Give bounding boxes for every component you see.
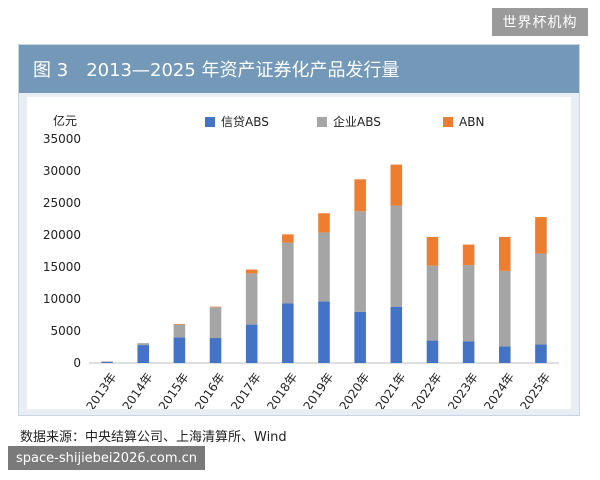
bar-1-4 <box>245 273 258 325</box>
bar-0-12 <box>535 344 547 363</box>
y-tick-label-7: 35000 <box>43 132 81 146</box>
y-tick-label-5: 25000 <box>43 196 81 210</box>
bar-1-7 <box>354 211 366 312</box>
legend-label-1: 企业ABS <box>333 114 381 129</box>
x-tick-label-8: 2021年 <box>373 370 409 409</box>
bar-2-5 <box>282 234 294 243</box>
chart-title-bar: 图 3 2013—2025 年资产证券化产品发行量 <box>19 45 579 93</box>
x-tick-label-7: 2020年 <box>337 370 373 409</box>
bar-1-2 <box>173 324 186 338</box>
figure-label: 图 3 <box>33 60 69 81</box>
bar-1-0 <box>101 361 113 363</box>
y-tick-label-3: 15000 <box>43 260 81 274</box>
y-axis-label: 亿元 <box>53 113 77 128</box>
bar-2-8 <box>390 164 403 206</box>
plot-area: 亿元 信贷ABS 企业ABS ABN 0 5000 10000 15000 20000 25000… <box>27 97 571 413</box>
bar-0-8 <box>390 306 403 363</box>
bar-0-1 <box>137 345 150 363</box>
bar-2-12 <box>535 217 547 254</box>
x-tick-label-9: 2022年 <box>409 370 445 409</box>
y-tick-label-0: 0 <box>73 356 81 370</box>
bar-0-6 <box>318 301 330 363</box>
bar-2-7 <box>354 179 366 212</box>
bar-0-2 <box>173 337 186 363</box>
bar-0-4 <box>245 324 258 363</box>
bar-2-3 <box>209 306 222 308</box>
bar-chart: 亿元 信贷ABS 企业ABS ABN 0 5000 10000 15000 20000 25000… <box>43 113 559 413</box>
legend-swatch-1 <box>317 117 327 127</box>
bar-0-9 <box>426 340 439 363</box>
y-tick-label-6: 30000 <box>43 164 81 178</box>
legend-label-2: ABN <box>459 115 484 129</box>
bar-0-5 <box>282 303 294 363</box>
bar-1-6 <box>318 232 330 302</box>
x-tick-label-5: 2018年 <box>264 370 300 409</box>
brand-badge: 世界杯机构 <box>492 8 588 36</box>
bar-1-11 <box>498 270 511 347</box>
watermark: space-shijiebei2026.com.cn <box>8 446 206 470</box>
x-tick-label-3: 2016年 <box>192 370 228 409</box>
bar-1-5 <box>282 242 294 304</box>
bar-1-9 <box>426 265 439 341</box>
bar-2-9 <box>426 236 439 266</box>
bar-0-7 <box>354 311 366 363</box>
x-tick-label-1: 2014年 <box>120 370 156 409</box>
legend-swatch-0 <box>205 117 215 127</box>
bar-2-4 <box>245 269 258 274</box>
bar-2-11 <box>498 236 511 271</box>
bar-1-3 <box>209 307 222 339</box>
legend-label-0: 信贷ABS <box>221 115 269 129</box>
bar-2-2 <box>173 323 186 325</box>
x-tick-label-12: 2025年 <box>517 370 553 409</box>
x-tick-label-0: 2013年 <box>84 370 120 409</box>
bar-2-6 <box>318 213 330 233</box>
x-tick-label-11: 2024年 <box>481 370 517 409</box>
y-tick-label-4: 20000 <box>43 228 81 242</box>
x-tick-label-10: 2023年 <box>445 370 481 409</box>
bar-2-10 <box>462 244 475 266</box>
bar-0-3 <box>209 338 222 363</box>
chart-title: 2013—2025 年资产证券化产品发行量 <box>86 60 400 81</box>
y-tick-label-1: 5000 <box>50 324 81 338</box>
x-tick-label-6: 2019年 <box>300 370 336 409</box>
x-tick-label-2: 2015年 <box>156 370 192 409</box>
bar-1-1 <box>137 343 150 346</box>
x-tick-label-4: 2017年 <box>228 370 264 409</box>
data-source-note: 数据来源：中央结算公司、上海清算所、Wind <box>20 430 287 445</box>
bar-1-8 <box>390 205 403 307</box>
bar-0-10 <box>462 341 475 363</box>
chart-frame: 图 3 2013—2025 年资产证券化产品发行量 亿元 信贷ABS 企业ABS AB… <box>18 44 580 416</box>
y-tick-label-2: 10000 <box>43 292 81 306</box>
bar-0-11 <box>498 346 511 363</box>
legend-swatch-2 <box>443 117 453 127</box>
bar-1-12 <box>535 253 547 345</box>
bar-0-0 <box>101 362 113 363</box>
bar-1-10 <box>462 265 475 342</box>
